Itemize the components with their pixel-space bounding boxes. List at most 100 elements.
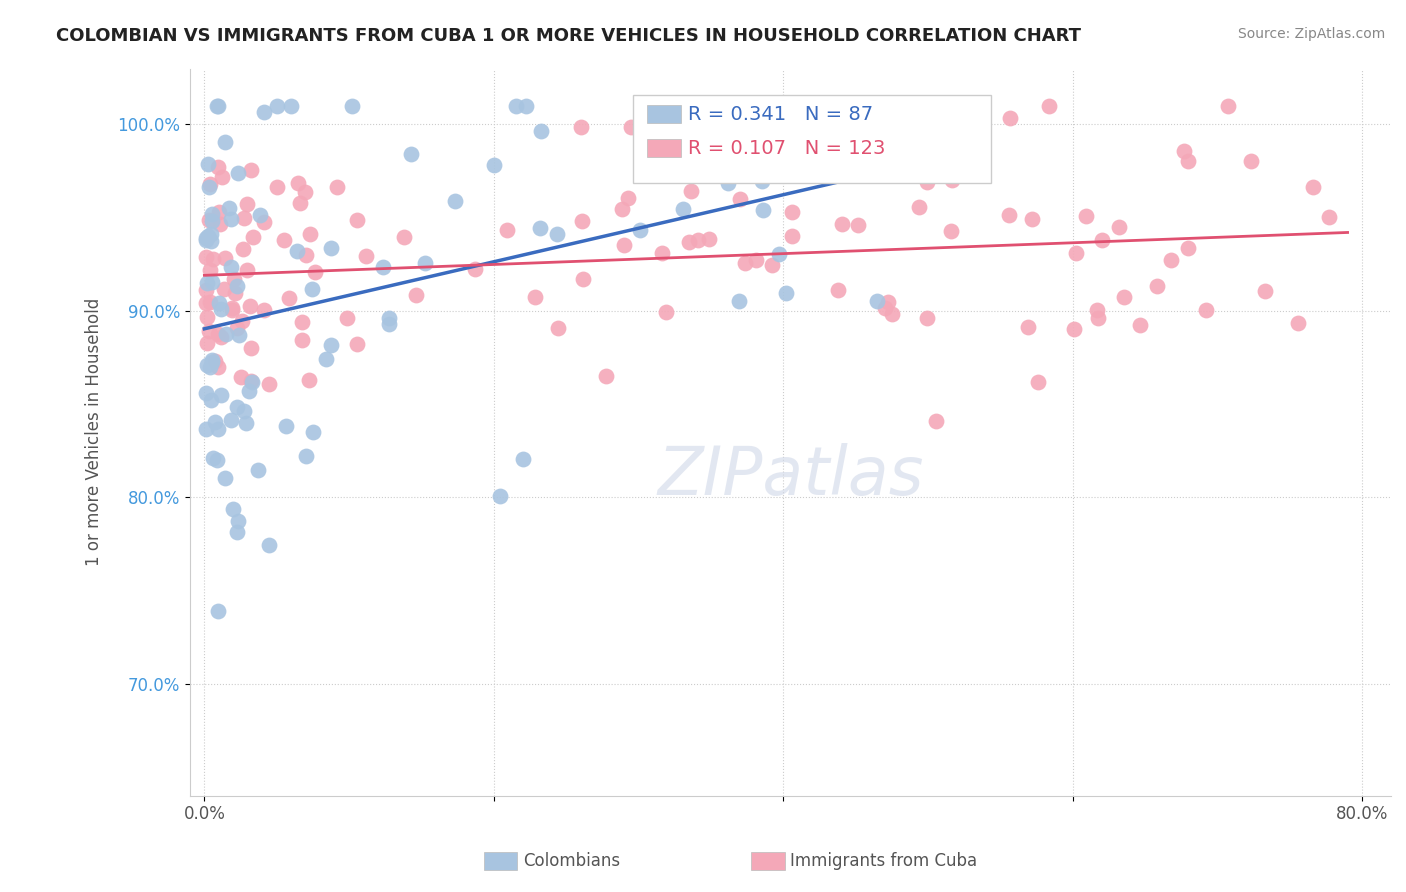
Point bbox=[252, 302, 274, 317]
Point bbox=[751, 174, 773, 188]
Point bbox=[209, 388, 232, 402]
Point bbox=[239, 341, 262, 355]
Point bbox=[315, 352, 337, 367]
Point bbox=[505, 99, 527, 113]
Point bbox=[195, 359, 218, 373]
Point bbox=[301, 282, 323, 296]
Point bbox=[1173, 145, 1195, 159]
Point bbox=[257, 376, 280, 391]
Point bbox=[215, 326, 238, 341]
Point bbox=[219, 260, 242, 275]
Point bbox=[239, 299, 262, 313]
Point bbox=[728, 294, 751, 309]
Point bbox=[628, 223, 651, 237]
Point bbox=[239, 374, 262, 388]
Point bbox=[278, 291, 301, 305]
Point bbox=[612, 202, 634, 216]
Point bbox=[257, 538, 280, 552]
Point bbox=[1317, 211, 1340, 225]
Point bbox=[464, 261, 486, 276]
Point bbox=[249, 208, 271, 222]
Point bbox=[195, 336, 218, 351]
Point bbox=[1026, 376, 1049, 390]
Point bbox=[201, 207, 224, 221]
Point bbox=[207, 604, 229, 618]
Text: Colombians: Colombians bbox=[523, 852, 620, 870]
Point bbox=[198, 213, 221, 227]
Point bbox=[681, 185, 703, 199]
Point bbox=[218, 201, 240, 215]
Point bbox=[207, 99, 229, 113]
Point bbox=[377, 311, 399, 326]
Point bbox=[235, 417, 257, 431]
Point bbox=[941, 173, 963, 187]
Point bbox=[304, 265, 326, 279]
Point bbox=[294, 185, 316, 199]
Point bbox=[266, 99, 288, 113]
Point bbox=[207, 359, 229, 374]
Point bbox=[529, 221, 551, 235]
Point bbox=[236, 196, 259, 211]
Point bbox=[866, 293, 889, 308]
Point bbox=[200, 262, 222, 277]
Point bbox=[200, 234, 222, 248]
Point bbox=[204, 416, 226, 430]
Point bbox=[226, 320, 249, 334]
Point bbox=[571, 214, 593, 228]
Point bbox=[202, 252, 225, 266]
Point bbox=[214, 135, 236, 149]
Point bbox=[194, 233, 217, 247]
Point bbox=[617, 191, 640, 205]
Point bbox=[319, 338, 342, 352]
Point bbox=[399, 147, 422, 161]
Point bbox=[201, 275, 224, 289]
Point bbox=[908, 200, 931, 214]
Point bbox=[195, 310, 218, 324]
Point bbox=[274, 419, 297, 434]
Point bbox=[595, 368, 617, 383]
Point bbox=[207, 160, 229, 174]
Point bbox=[195, 283, 218, 297]
Point bbox=[205, 99, 228, 113]
Point bbox=[198, 325, 221, 339]
Point bbox=[998, 208, 1021, 222]
Point bbox=[226, 524, 249, 539]
Point bbox=[378, 317, 401, 331]
Point bbox=[247, 463, 270, 477]
Point bbox=[221, 413, 243, 427]
Point bbox=[413, 256, 436, 270]
Point bbox=[1146, 279, 1168, 293]
Point bbox=[209, 329, 232, 343]
Point bbox=[285, 244, 308, 259]
Point bbox=[1074, 209, 1097, 223]
Point bbox=[523, 290, 546, 304]
Point bbox=[288, 196, 311, 211]
Point bbox=[214, 282, 236, 296]
Point bbox=[1216, 99, 1239, 113]
Point bbox=[1114, 290, 1136, 304]
Point bbox=[915, 175, 938, 189]
Point bbox=[512, 451, 534, 466]
Point bbox=[208, 217, 231, 231]
Point bbox=[280, 99, 302, 113]
Point bbox=[242, 230, 264, 244]
Point bbox=[782, 99, 804, 113]
Point bbox=[846, 219, 869, 233]
Text: R = 0.107   N = 123: R = 0.107 N = 123 bbox=[688, 138, 884, 158]
Point bbox=[873, 301, 896, 315]
Point bbox=[194, 250, 217, 264]
Point bbox=[678, 235, 700, 250]
Point bbox=[231, 313, 253, 327]
Point bbox=[202, 450, 225, 465]
Point bbox=[346, 337, 368, 351]
Point bbox=[1091, 233, 1114, 247]
Point bbox=[226, 166, 249, 180]
Point bbox=[302, 425, 325, 439]
Point bbox=[734, 256, 756, 270]
Point bbox=[1302, 179, 1324, 194]
Point bbox=[620, 120, 643, 134]
Point bbox=[530, 124, 553, 138]
Point bbox=[1021, 212, 1043, 227]
Point bbox=[547, 321, 569, 335]
Point bbox=[326, 180, 349, 194]
